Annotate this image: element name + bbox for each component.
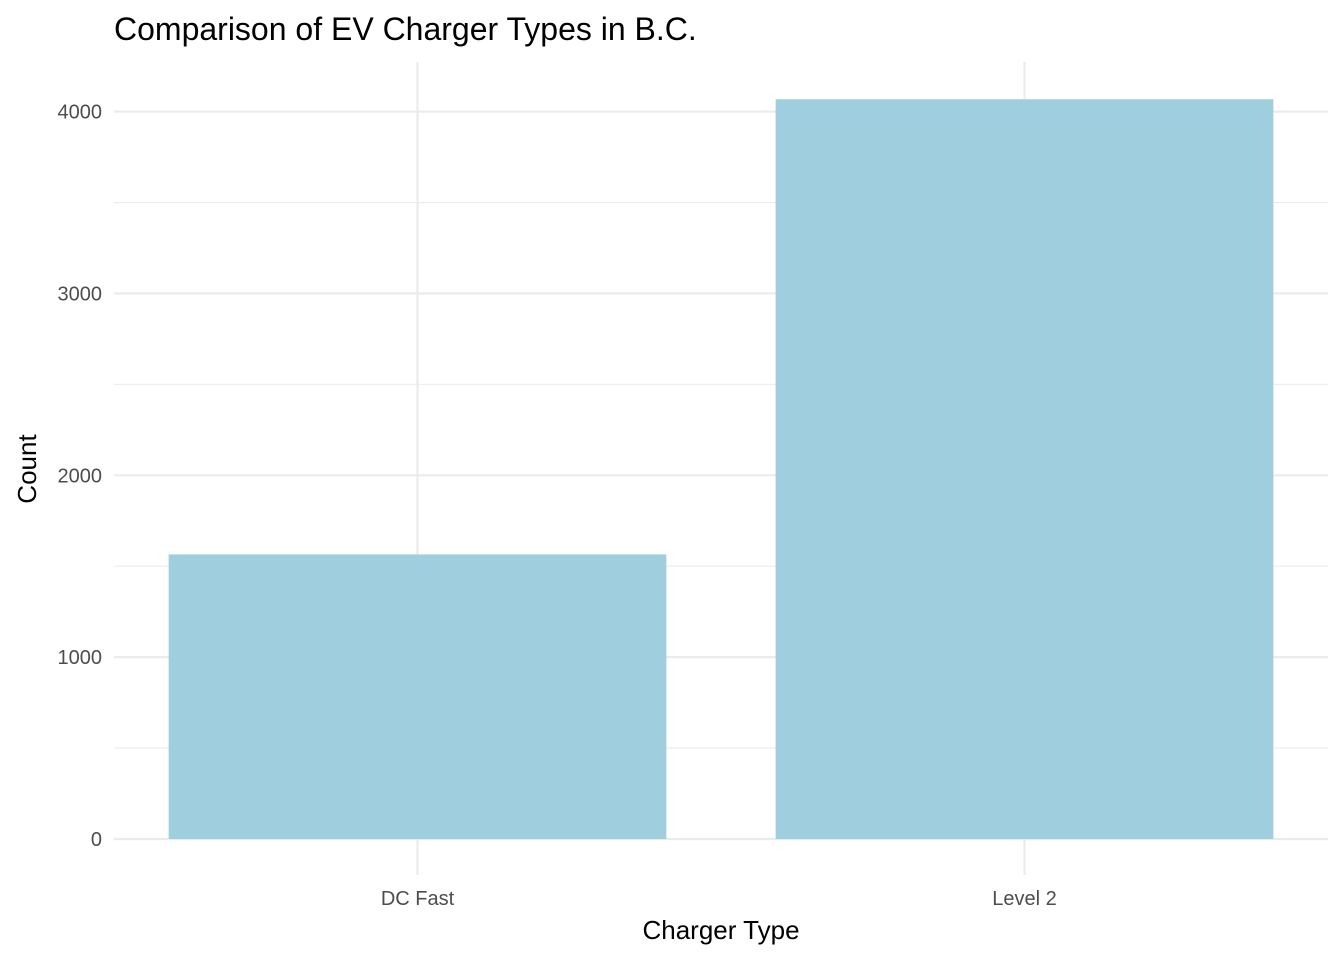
bars	[168, 99, 1274, 840]
chart-title: Comparison of EV Charger Types in B.C.	[114, 11, 697, 47]
bar	[168, 554, 667, 839]
y-tick-label: 1000	[58, 647, 103, 669]
x-tick-label: DC Fast	[381, 888, 455, 910]
bar	[775, 99, 1274, 840]
y-axis-title: Count	[12, 434, 42, 504]
x-axis-ticks: DC Fast Level 2	[381, 888, 1057, 910]
y-axis-ticks: 0 1000 2000 3000 4000	[58, 102, 103, 851]
y-tick-label: 2000	[58, 465, 103, 487]
y-tick-label: 4000	[58, 102, 103, 124]
y-tick-label: 0	[91, 829, 102, 851]
y-tick-label: 3000	[58, 283, 103, 305]
x-tick-label: Level 2	[992, 888, 1057, 910]
x-axis-title: Charger Type	[642, 915, 799, 945]
